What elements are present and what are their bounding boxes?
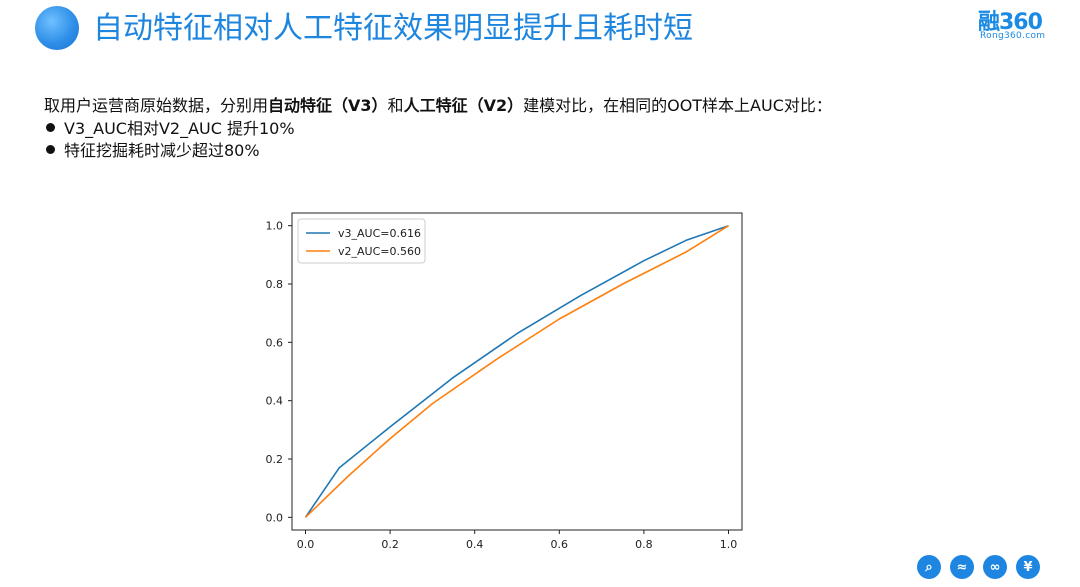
x-tick-label: 0.2	[381, 538, 399, 551]
legend-label: v3_AUC=0.616	[338, 227, 421, 240]
x-tick-label: 0.0	[297, 538, 315, 551]
legend-label: v2_AUC=0.560	[338, 245, 421, 258]
chart-legend: v3_AUC=0.616 v2_AUC=0.560	[297, 218, 426, 264]
y-tick-label: 0.0	[266, 511, 284, 524]
series-line-v3	[304, 224, 729, 518]
page-title: 自动特征相对人工特征效果明显提升且耗时短	[93, 11, 693, 46]
y-tick-label: 0.6	[266, 336, 284, 349]
y-tick-label: 0.4	[266, 395, 284, 408]
chart-axes: 0.0 0.2 0.4 0.6 0.8 1.0 0.0 0.2 0.4 0.6 0.8 1.0	[266, 212, 743, 551]
x-tick-label: 0.8	[635, 538, 653, 551]
brand-logo: 融360 Rong360.com	[978, 4, 1066, 44]
plot-frame	[291, 212, 743, 531]
title-bullet-circle	[35, 6, 79, 50]
share-icon[interactable]: ≈	[950, 555, 974, 579]
intro-bold-manual-feature: 人工特征（V2）	[403, 96, 524, 115]
chart-series	[304, 224, 729, 518]
y-tick-label: 0.8	[266, 278, 284, 291]
bullet-dot	[46, 123, 55, 132]
yuan-icon[interactable]: ¥	[1016, 555, 1040, 579]
intro-part-1: 取用户运营商原始数据，分别用	[44, 96, 269, 115]
y-tick-label: 1.0	[266, 220, 284, 233]
x-tick-label: 0.4	[466, 538, 484, 551]
roc-chart: 0.0 0.2 0.4 0.6 0.8 1.0 0.0 0.2 0.4 0.6 0.8 1.0 v3_…	[266, 212, 743, 551]
intro-text: 取用户运营商原始数据，分别用自动特征（V3）和人工特征（V2）建模对比，在相同的…	[44, 95, 832, 117]
logo-main-text: 融360	[978, 10, 1043, 35]
bullet-text: V3_AUC相对V2_AUC 提升10%	[64, 119, 295, 138]
x-tick-label: 1.0	[720, 538, 738, 551]
bullet-item: 特征挖掘耗时减少超过80%	[46, 140, 295, 162]
series-line-v2	[304, 225, 729, 518]
x-tick-label: 0.6	[551, 538, 569, 551]
infinity-icon[interactable]: ∞	[983, 555, 1007, 579]
bullet-dot	[46, 145, 55, 154]
intro-part-2: 和	[387, 96, 404, 115]
bullet-item: V3_AUC相对V2_AUC 提升10%	[46, 118, 295, 140]
bullet-list: V3_AUC相对V2_AUC 提升10% 特征挖掘耗时减少超过80%	[46, 118, 295, 162]
legend-box	[297, 218, 426, 264]
logo-sub-text: Rong360.com	[980, 31, 1046, 41]
y-tick-label: 0.2	[266, 453, 284, 466]
footer-icon-bar: ⌕ ≈ ∞ ¥	[917, 555, 1040, 579]
intro-part-3: 建模对比，在相同的OOT样本上AUC对比：	[523, 96, 832, 115]
search-icon[interactable]: ⌕	[917, 555, 941, 579]
bullet-text: 特征挖掘耗时减少超过80%	[64, 141, 260, 160]
intro-bold-auto-feature: 自动特征（V3）	[268, 96, 388, 115]
